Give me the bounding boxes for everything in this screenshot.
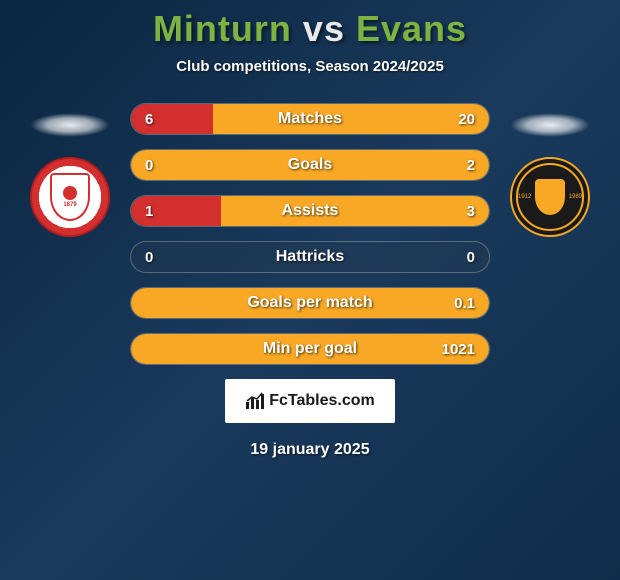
badge-year: 1879 [63, 202, 76, 208]
stats-column: 6Matches200Goals21Assists30Hattricks0Goa… [130, 103, 490, 365]
stat-value-right: 3 [467, 203, 475, 220]
stat-row: Min per goal1021 [130, 333, 490, 365]
badge-ball-icon [63, 186, 77, 200]
stat-row: 1Assists3 [130, 195, 490, 227]
player2-club-badge: 1912 1989 [510, 157, 590, 237]
stat-label: Hattricks [131, 248, 489, 266]
stat-row: 6Matches20 [130, 103, 490, 135]
stat-value-right: 1021 [442, 341, 475, 358]
stat-label: Goals [131, 156, 489, 174]
badge-year-right: 1989 [569, 194, 582, 200]
stat-value-right: 0 [467, 249, 475, 266]
brand-logo: FcTables.com [225, 379, 395, 423]
brand-text: FcTables.com [269, 392, 375, 410]
stat-value-right: 20 [458, 111, 475, 128]
stat-row: Goals per match0.1 [130, 287, 490, 319]
stat-value-right: 0.1 [454, 295, 475, 312]
stat-label: Min per goal [131, 340, 489, 358]
title-vs: vs [303, 8, 345, 49]
stat-label: Matches [131, 110, 489, 128]
player2-column: 1912 1989 [500, 103, 600, 237]
player1-silhouette [30, 113, 110, 137]
comparison-container: Minturn vs Evans Club competitions, Seas… [0, 0, 620, 580]
stat-row: 0Hattricks0 [130, 241, 490, 273]
badge-year-left: 1912 [518, 194, 531, 200]
player2-silhouette [510, 113, 590, 137]
player1-name: Minturn [153, 8, 292, 49]
page-title: Minturn vs Evans [153, 8, 467, 50]
stat-label: Assists [131, 202, 489, 220]
player1-column: 1879 [20, 103, 120, 237]
stat-value-right: 2 [467, 157, 475, 174]
main-area: 1879 6Matches200Goals21Assists30Hattrick… [0, 103, 620, 365]
date-text: 19 january 2025 [250, 441, 369, 459]
subtitle: Club competitions, Season 2024/2025 [176, 58, 444, 75]
player1-club-badge: 1879 [30, 157, 110, 237]
stat-label: Goals per match [131, 294, 489, 312]
player2-name: Evans [356, 8, 467, 49]
badge-shield-icon: 1879 [50, 173, 90, 221]
stat-row: 0Goals2 [130, 149, 490, 181]
chart-icon [245, 392, 265, 410]
badge-shield-icon [535, 179, 565, 215]
